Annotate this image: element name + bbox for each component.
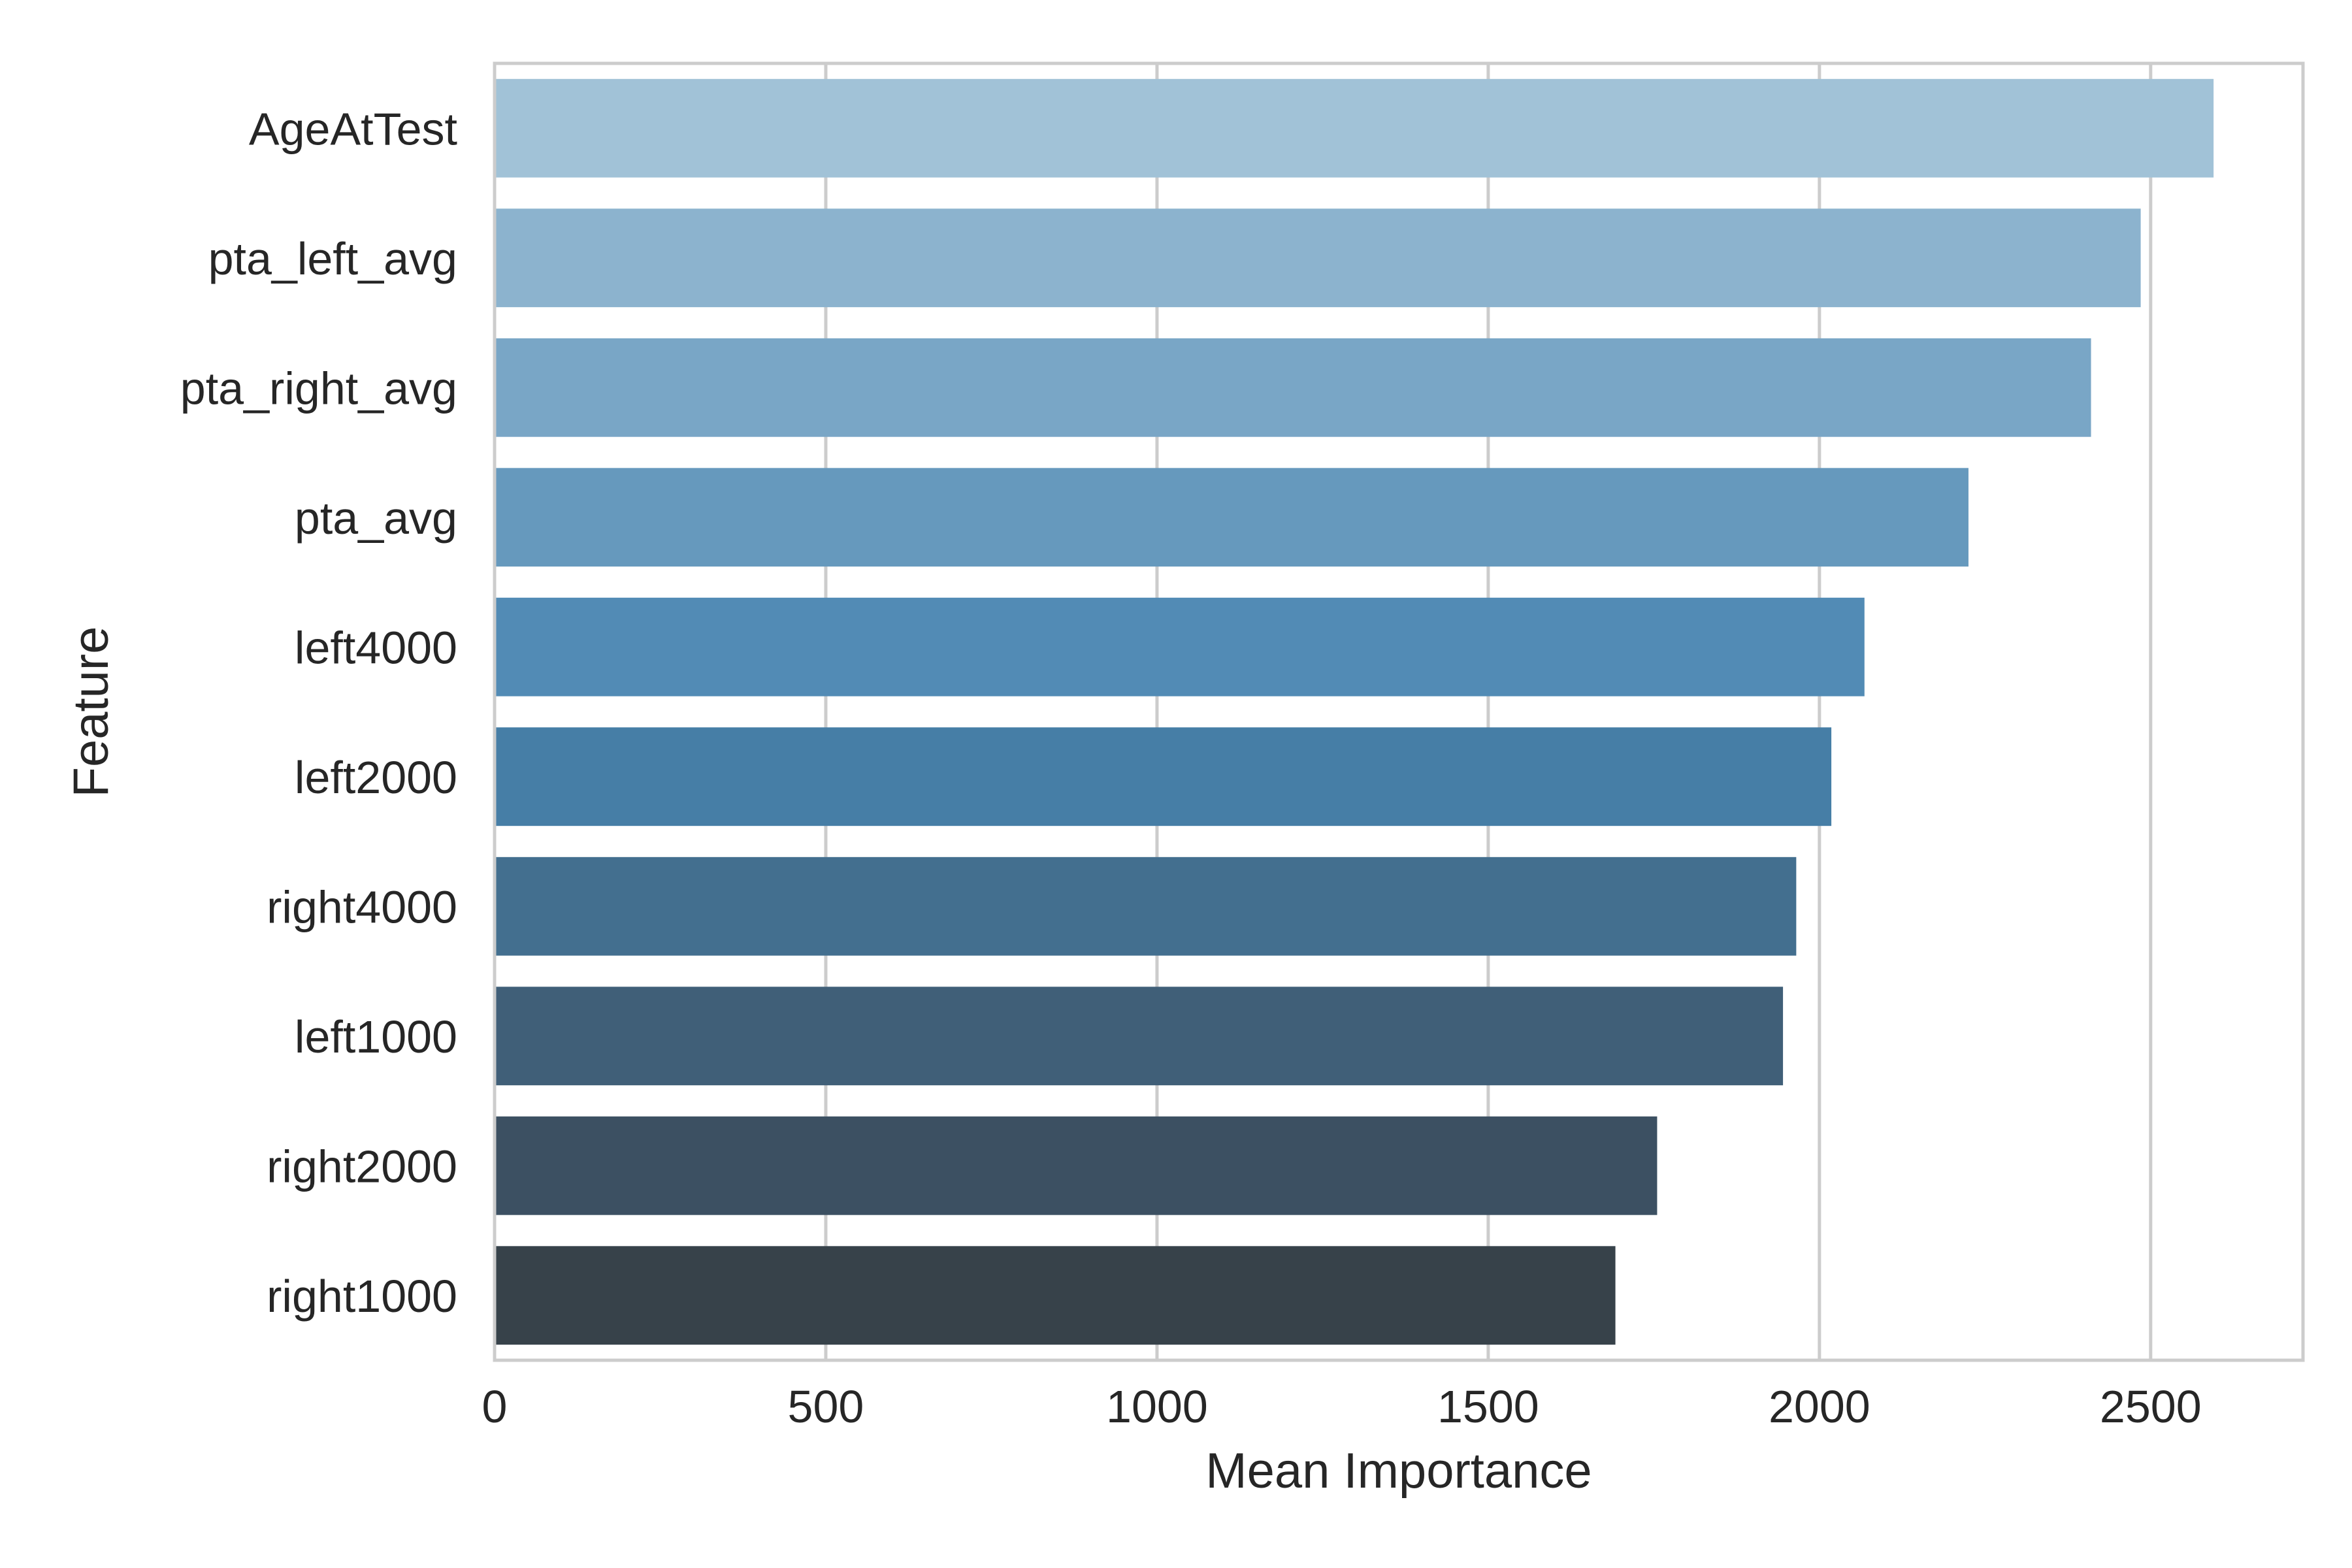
y-tick-label: right2000 xyxy=(267,1141,457,1192)
bar-right4000 xyxy=(495,857,1797,956)
y-axis-label: Feature xyxy=(63,627,119,798)
x-tick-label: 1500 xyxy=(1437,1381,1539,1432)
y-tick-label: AgeAtTest xyxy=(249,103,457,154)
plot-frame xyxy=(493,61,2305,1362)
x-tick-label: 500 xyxy=(788,1381,864,1432)
x-tick-label: 2500 xyxy=(2100,1381,2202,1432)
x-tick-labels: 0 500 1000 1500 2000 2500 xyxy=(482,1381,2202,1432)
bar-pta_avg xyxy=(495,468,1968,567)
x-axis-label: Mean Importance xyxy=(1205,1443,1592,1499)
x-tick-label: 1000 xyxy=(1106,1381,1208,1432)
bar-left4000 xyxy=(495,597,1865,696)
bar-left2000 xyxy=(495,727,1832,826)
y-tick-label: pta_left_avg xyxy=(208,233,457,284)
y-tick-labels: AgeAtTest pta_left_avg pta_right_avg pta_av… xyxy=(180,103,457,1322)
y-tick-label: left2000 xyxy=(295,752,457,803)
bar-pta_left_avg xyxy=(495,208,2141,308)
bar-right2000 xyxy=(495,1116,1658,1215)
y-tick-label: left4000 xyxy=(295,622,457,673)
y-tick-label: left1000 xyxy=(295,1011,457,1062)
x-tick-label: 2000 xyxy=(1769,1381,1870,1432)
bar-left1000 xyxy=(495,987,1784,1086)
y-tick-label: pta_right_avg xyxy=(180,363,457,414)
bar-AgeAtTest xyxy=(495,78,2214,178)
y-tick-label: right4000 xyxy=(267,881,457,932)
y-tick-label: pta_avg xyxy=(295,493,457,544)
x-tick-label: 0 xyxy=(482,1381,508,1432)
bars xyxy=(495,78,2214,1345)
bar-pta_right_avg xyxy=(495,338,2091,437)
y-tick-label: right1000 xyxy=(267,1271,457,1322)
bar-right1000 xyxy=(495,1246,1616,1345)
